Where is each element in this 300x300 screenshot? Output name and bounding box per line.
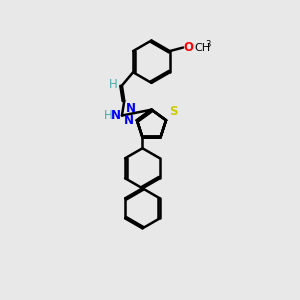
Text: CH: CH (194, 43, 210, 52)
Text: H: H (104, 109, 113, 122)
Text: S: S (169, 105, 178, 118)
Text: 3: 3 (206, 40, 211, 49)
Text: O: O (184, 41, 194, 54)
Text: H: H (109, 78, 118, 92)
Text: N: N (126, 102, 136, 115)
Text: N: N (111, 109, 121, 122)
Text: N: N (124, 114, 134, 127)
